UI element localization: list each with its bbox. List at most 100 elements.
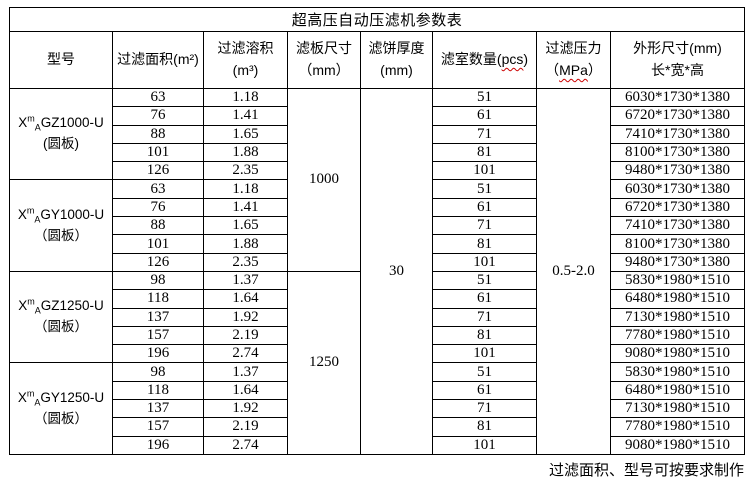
column-header-filter-area: 过滤面积(m²) bbox=[112, 31, 204, 89]
model-cell: XmAGZ1250-U （圆板） bbox=[9, 270, 113, 364]
dimensions-cell: 7130*1980*1510 bbox=[609, 399, 746, 419]
dimensions-cell: 5830*1980*1510 bbox=[609, 362, 746, 382]
chamber-count-cell: 51 bbox=[432, 270, 537, 291]
dimensions-cell: 8100*1730*1380 bbox=[609, 234, 746, 254]
footnote: 过滤面积、型号可按要求制作 bbox=[548, 462, 744, 479]
filter-volume-cell: 1.64 bbox=[203, 289, 288, 309]
dimensions-cell: 7780*1980*1510 bbox=[609, 325, 746, 346]
table-row: 126 2.35 101 9480*1730*1380 bbox=[10, 161, 746, 181]
table-title: 超高压自动压滤机参数表 bbox=[8, 7, 746, 32]
chamber-count-cell: 71 bbox=[432, 124, 537, 144]
column-header-chamber-count: 滤室数量(pcs) bbox=[432, 31, 537, 89]
filter-volume-cell: 2.19 bbox=[203, 325, 288, 346]
chamber-count-cell: 51 bbox=[432, 179, 537, 199]
table-row: XmAGZ1000-U (圆板) 63 1.18 1000 30 51 0.5-2.0 6030… bbox=[9, 87, 746, 455]
filter-volume-cell: 1.65 bbox=[203, 216, 288, 236]
chamber-count-cell: 101 bbox=[432, 161, 537, 181]
chamber-count-cell: 71 bbox=[432, 216, 537, 236]
filter-area-cell: 196 bbox=[112, 435, 204, 455]
filter-area-cell: 101 bbox=[112, 142, 204, 163]
filter-volume-cell: 2.35 bbox=[203, 161, 288, 181]
dimensions-cell: 7410*1730*1380 bbox=[609, 216, 746, 236]
filter-volume-cell: 1.41 bbox=[203, 106, 288, 126]
chamber-count-cell: 81 bbox=[432, 142, 537, 163]
column-header-plate-size: 滤板尺寸 （mm） bbox=[287, 31, 361, 89]
dimensions-cell: 5830*1980*1510 bbox=[609, 270, 746, 291]
filter-area-cell: 76 bbox=[112, 106, 204, 126]
chamber-count-cell: 71 bbox=[432, 399, 537, 419]
filter-area-cell: 101 bbox=[112, 234, 204, 254]
filter-volume-cell: 1.92 bbox=[203, 399, 288, 419]
chamber-count-cell: 101 bbox=[432, 252, 537, 272]
table-row: XmAGY1000-U （圆板） 63 1.18 51 6030*1730*1380 bbox=[9, 179, 746, 272]
chamber-count-cell: 71 bbox=[432, 307, 537, 327]
model-cell: XmAGY1000-U （圆板） bbox=[9, 179, 113, 272]
dimensions-cell: 6480*1980*1510 bbox=[609, 289, 746, 309]
chamber-count-cell: 51 bbox=[432, 362, 537, 382]
chamber-count-cell: 81 bbox=[432, 417, 537, 437]
filter-area-cell: 196 bbox=[112, 344, 204, 364]
dimensions-cell: 9080*1980*1510 bbox=[609, 344, 746, 364]
filter-area-cell: 118 bbox=[112, 380, 204, 401]
dimensions-cell: 7130*1980*1510 bbox=[609, 307, 746, 327]
chamber-count-cell: 101 bbox=[432, 344, 537, 364]
table-row: 157 2.19 81 7780*1980*1510 bbox=[10, 417, 746, 437]
chamber-count-cell: 81 bbox=[432, 234, 537, 254]
filter-area-cell: 137 bbox=[112, 399, 204, 419]
dimensions-cell: 6720*1730*1380 bbox=[609, 106, 746, 126]
table-body: XmAGZ1000-U (圆板) 63 1.18 1000 30 51 0.5-2.0 6030… bbox=[9, 87, 746, 455]
table-row: 88 1.65 71 7410*1730*1380 bbox=[10, 216, 746, 236]
table-row: 76 1.41 61 6720*1730*1380 bbox=[10, 197, 746, 218]
table-row: 101 1.88 81 8100*1730*1380 bbox=[10, 234, 746, 254]
chamber-count-cell: 61 bbox=[432, 106, 537, 126]
filter-area-cell: 137 bbox=[112, 307, 204, 327]
dimensions-cell: 6720*1730*1380 bbox=[609, 197, 746, 218]
filter-volume-cell: 1.88 bbox=[203, 234, 288, 254]
column-header-dimensions: 外形尺寸(mm) 长*宽*高 bbox=[609, 31, 746, 89]
table-row: 126 2.35 101 9480*1730*1380 bbox=[10, 252, 746, 272]
pressure-cell: 0.5-2.0 bbox=[536, 88, 611, 455]
spellcheck-underline-mpa: MPa bbox=[559, 62, 588, 78]
dimensions-cell: 9080*1980*1510 bbox=[609, 435, 746, 455]
chamber-count-cell: 61 bbox=[432, 197, 537, 218]
column-header-filter-volume: 过滤溶积 (m³) bbox=[203, 31, 288, 89]
column-header-model: 型号 bbox=[9, 31, 113, 89]
dimensions-cell: 6480*1980*1510 bbox=[609, 380, 746, 401]
filter-area-cell: 63 bbox=[112, 87, 204, 108]
parameter-sheet: 超高压自动压滤机参数表 型号 过滤面积(m²) 过滤溶积 (m³) 滤板尺寸 （mm… bbox=[8, 7, 746, 455]
filter-volume-cell: 1.37 bbox=[203, 362, 288, 382]
filter-area-cell: 118 bbox=[112, 289, 204, 309]
model-cell: XmAGY1250-U （圆板） bbox=[9, 362, 113, 455]
chamber-count-cell: 101 bbox=[432, 435, 537, 455]
filter-area-cell: 63 bbox=[112, 179, 204, 199]
table-header-row: 型号 过滤面积(m²) 过滤溶积 (m³) 滤板尺寸 （mm） 滤饼厚度 (mm) 滤… bbox=[9, 31, 746, 89]
table-row: 118 1.64 61 6480*1980*1510 bbox=[10, 289, 746, 309]
filter-area-cell: 126 bbox=[112, 252, 204, 272]
filter-volume-cell: 1.37 bbox=[203, 270, 288, 291]
table-row: 137 1.92 71 7130*1980*1510 bbox=[10, 399, 746, 419]
table-row: XmAGY1250-U （圆板） 98 1.37 51 5830*1980*1510 bbox=[9, 362, 746, 455]
chamber-count-cell: 61 bbox=[432, 380, 537, 401]
model-cell: XmAGZ1000-U (圆板) bbox=[9, 87, 113, 181]
chamber-count-cell: 51 bbox=[432, 87, 537, 108]
filter-area-cell: 88 bbox=[112, 216, 204, 236]
filter-area-cell: 98 bbox=[112, 362, 204, 382]
column-header-cake-thickness: 滤饼厚度 (mm) bbox=[360, 31, 433, 89]
filter-area-cell: 76 bbox=[112, 197, 204, 218]
filter-volume-cell: 1.18 bbox=[203, 179, 288, 199]
filter-area-cell: 157 bbox=[112, 325, 204, 346]
filter-area-cell: 126 bbox=[112, 161, 204, 181]
filter-volume-cell: 1.92 bbox=[203, 307, 288, 327]
plate-size-cell: 1250 bbox=[287, 270, 361, 455]
dimensions-cell: 6030*1730*1380 bbox=[609, 87, 746, 108]
column-header-pressure: 过滤压力 （MPa） bbox=[536, 31, 611, 89]
filter-area-cell: 98 bbox=[112, 270, 204, 291]
filter-volume-cell: 2.35 bbox=[203, 252, 288, 272]
filter-volume-cell: 1.41 bbox=[203, 197, 288, 218]
filter-volume-cell: 1.18 bbox=[203, 87, 288, 108]
chamber-count-cell: 61 bbox=[432, 289, 537, 309]
table-row: 101 1.88 81 8100*1730*1380 bbox=[10, 142, 746, 163]
filter-volume-cell: 2.74 bbox=[203, 435, 288, 455]
dimensions-cell: 7780*1980*1510 bbox=[609, 417, 746, 437]
parameter-table: 超高压自动压滤机参数表 型号 过滤面积(m²) 过滤溶积 (m³) 滤板尺寸 （mm… bbox=[8, 7, 746, 455]
